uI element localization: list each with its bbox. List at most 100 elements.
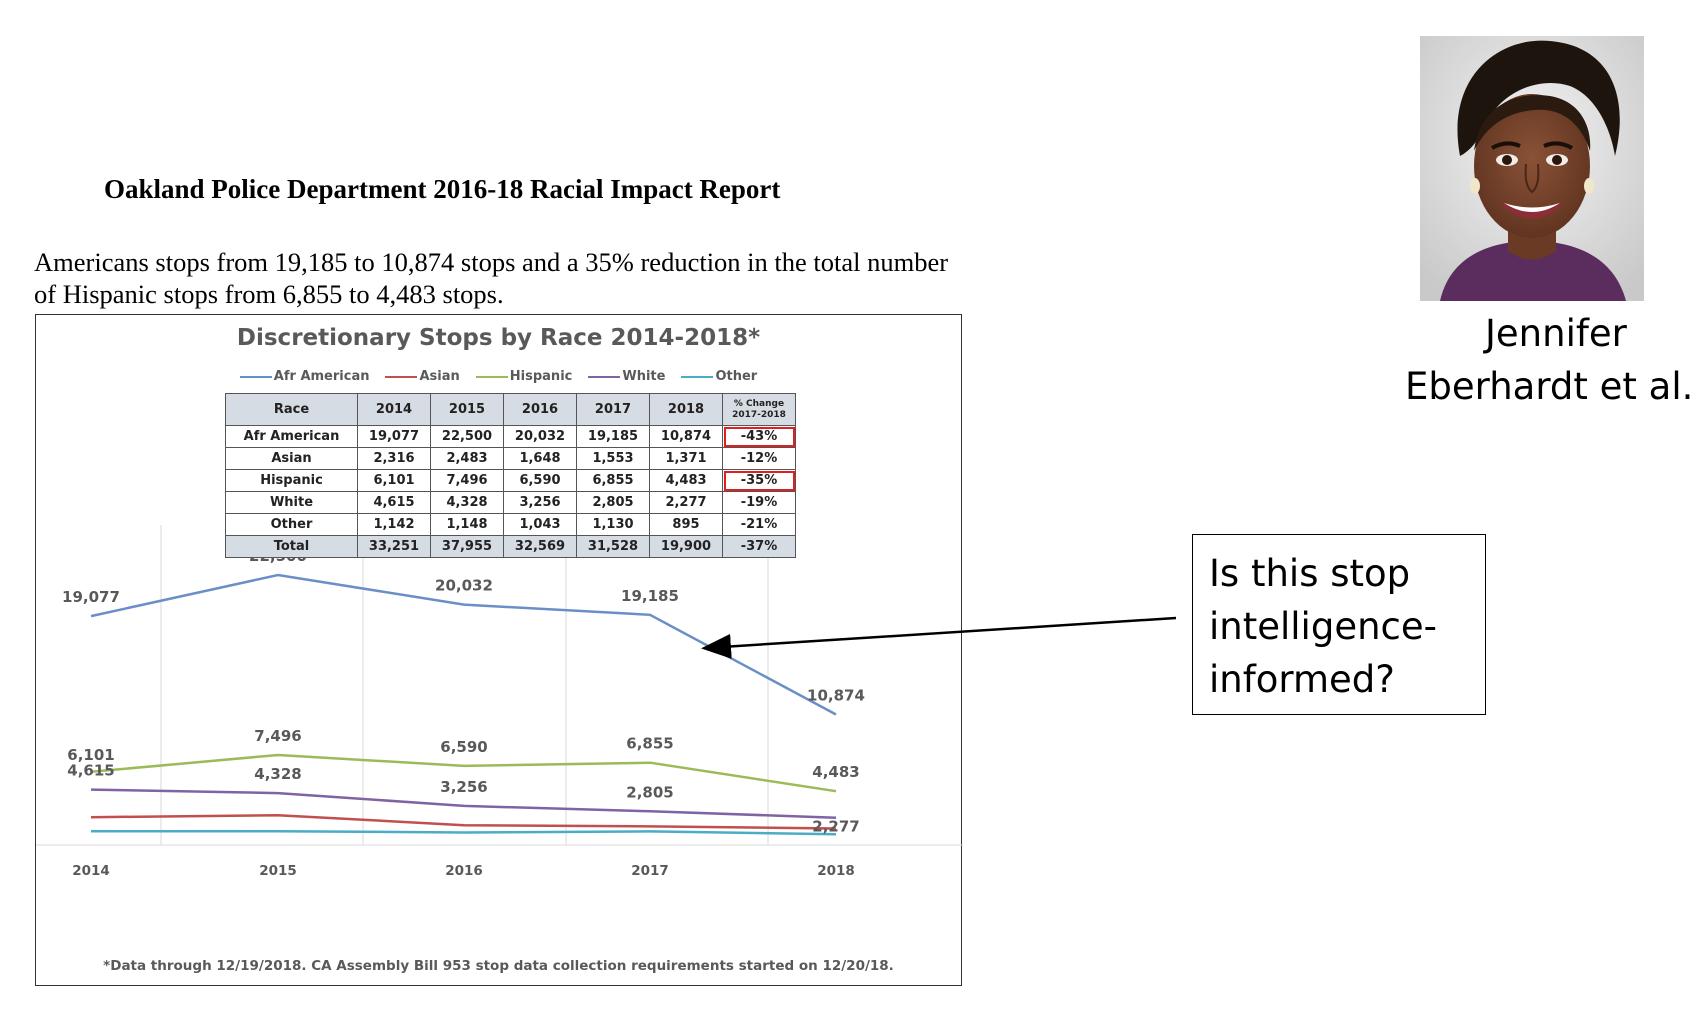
series-line-hispanic xyxy=(90,753,837,793)
table-cell: 7,496 xyxy=(430,469,504,492)
table-cell: 19,185 xyxy=(576,425,650,448)
x-tick-label: 2016 xyxy=(445,863,483,879)
x-tick-label: 2017 xyxy=(631,863,669,879)
series-line-other xyxy=(90,829,837,836)
report-text-line-1: Americans stops from 19,185 to 10,874 st… xyxy=(34,247,949,277)
person-name-line-1: Jennifer xyxy=(1485,312,1627,355)
table-total-row: Total 33,251 37,955 32,569 31,528 19,900 -37% xyxy=(225,535,796,558)
table-cell: 4,615 xyxy=(357,491,431,514)
table-header: 2018 xyxy=(649,393,723,426)
table-race-cell: Afr American xyxy=(225,425,358,448)
data-label: 6,101 xyxy=(67,746,114,764)
portrait-illustration xyxy=(1420,36,1644,301)
table-cell: 1,043 xyxy=(503,513,577,536)
legend-swatch xyxy=(475,375,508,378)
table-cell: 6,590 xyxy=(503,469,577,492)
table-header: Race xyxy=(225,393,358,426)
table-pct-change-cell: -37% xyxy=(722,535,796,558)
report-text-line-2: of Hispanic stops from 6,855 to 4,483 st… xyxy=(34,279,504,309)
legend-label: White xyxy=(622,369,666,384)
stops-table: Race 2014 2015 2016 2017 2018 % Change 20… xyxy=(225,393,796,558)
data-label: 4,328 xyxy=(254,765,301,783)
series-line-asian xyxy=(90,813,837,830)
table-cell: 1,648 xyxy=(503,447,577,470)
data-label: 4,615 xyxy=(67,762,114,780)
legend-label: Hispanic xyxy=(509,369,573,384)
table-cell: 10,874 xyxy=(649,425,723,448)
series-line-afr-american xyxy=(90,573,837,716)
table-cell: 6,855 xyxy=(576,469,650,492)
person-caption: Jennifer Eberhardt et al. xyxy=(1405,307,1696,413)
data-label: 10,874 xyxy=(807,687,865,705)
table-cell: 22,500 xyxy=(430,425,504,448)
table-pct-change-cell: -43% xyxy=(722,425,796,448)
x-tick-label: 2015 xyxy=(259,863,297,879)
pct-header-line-2: 2017-2018 xyxy=(732,409,786,420)
table-cell: 19,900 xyxy=(649,535,723,558)
table-cell: 2,483 xyxy=(430,447,504,470)
table-cell: 895 xyxy=(649,513,723,536)
table-cell: 37,955 xyxy=(430,535,504,558)
table-race-cell: Other xyxy=(225,513,358,536)
data-label: 19,185 xyxy=(621,587,679,605)
table-header: 2014 xyxy=(357,393,431,426)
report-title: Oakland Police Department 2016-18 Racial… xyxy=(104,174,781,204)
legend-swatch xyxy=(239,375,272,378)
table-row: Hispanic 6,101 7,496 6,590 6,855 4,483 -35% xyxy=(225,469,796,492)
table-cell: 19,077 xyxy=(357,425,431,448)
data-label: 2,277 xyxy=(812,818,859,836)
chart-footnote: *Data through 12/19/2018. CA Assembly Bi… xyxy=(103,958,894,974)
callout-line-2: intelligence- xyxy=(1209,605,1437,648)
table-header: 2016 xyxy=(503,393,577,426)
table-cell: 1,371 xyxy=(649,447,723,470)
chart-figure: 19,07722,50020,03219,18510,8746,1017,496… xyxy=(35,314,963,986)
x-tick-label: 2018 xyxy=(817,863,855,879)
table-row: Other 1,142 1,148 1,043 1,130 895 -21% xyxy=(225,513,796,536)
pct-header-line-1: % Change xyxy=(733,398,785,409)
report-text: Americans stops from 19,185 to 10,874 st… xyxy=(34,246,1054,310)
table-race-cell: Asian xyxy=(225,447,358,470)
legend-item-asian: Asian xyxy=(385,369,460,384)
legend-swatch xyxy=(385,375,418,378)
table-cell: 1,553 xyxy=(576,447,650,470)
portrait-photo xyxy=(1420,36,1644,301)
table-race-cell: Total xyxy=(225,535,358,558)
table-pct-change-cell: -12% xyxy=(722,447,796,470)
table-cell: 2,316 xyxy=(357,447,431,470)
data-label: 6,590 xyxy=(440,738,487,756)
table-cell: 33,251 xyxy=(357,535,431,558)
table-row: White 4,615 4,328 3,256 2,805 2,277 -19% xyxy=(225,491,796,514)
table-row: Asian 2,316 2,483 1,648 1,553 1,371 -12% xyxy=(225,447,796,470)
callout-line-1: Is this stop xyxy=(1209,552,1411,595)
table-race-cell: Hispanic xyxy=(225,469,358,492)
table-cell: 20,032 xyxy=(503,425,577,448)
table-header: 2015 xyxy=(430,393,504,426)
table-cell: 6,101 xyxy=(357,469,431,492)
data-label: 6,855 xyxy=(626,735,673,753)
legend-label: Afr American xyxy=(273,369,370,384)
table-header-pct-change: % Change 2017-2018 xyxy=(722,393,796,426)
table-cell: 32,569 xyxy=(503,535,577,558)
table-header-row: Race 2014 2015 2016 2017 2018 % Change 20… xyxy=(225,393,796,426)
legend-item-afr-american: Afr American xyxy=(239,369,370,384)
table-cell: 1,148 xyxy=(430,513,504,536)
chart-legend: Afr American Asian Hispanic White Other xyxy=(36,369,961,384)
table-pct-change-cell: -35% xyxy=(722,469,796,492)
callout-box: Is this stop intelligence- informed? xyxy=(1192,534,1486,715)
person-name-line-2: Eberhardt et al. xyxy=(1405,365,1694,408)
legend-item-other: Other xyxy=(681,369,757,384)
legend-item-white: White xyxy=(588,369,665,384)
data-label: 2,805 xyxy=(626,783,673,801)
table-cell: 1,130 xyxy=(576,513,650,536)
table-cell: 1,142 xyxy=(357,513,431,536)
table-cell: 2,805 xyxy=(576,491,650,514)
table-pct-change-cell: -19% xyxy=(722,491,796,514)
table-cell: 31,528 xyxy=(576,535,650,558)
table-cell: 4,328 xyxy=(430,491,504,514)
chart-title: Discretionary Stops by Race 2014-2018* xyxy=(236,325,761,351)
data-label: 19,077 xyxy=(62,588,120,606)
data-label: 4,483 xyxy=(812,763,859,781)
table-cell: 3,256 xyxy=(503,491,577,514)
legend-swatch xyxy=(681,375,714,378)
series-line-white xyxy=(90,788,837,819)
